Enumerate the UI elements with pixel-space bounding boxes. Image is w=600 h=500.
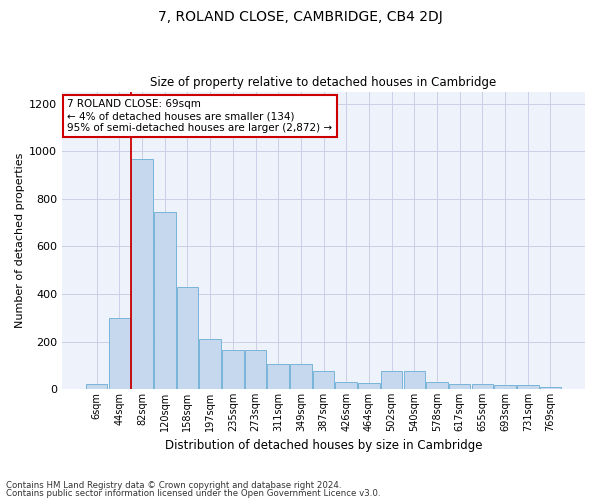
Bar — [176, 287, 198, 389]
Bar — [245, 350, 266, 389]
Text: Contains HM Land Registry data © Crown copyright and database right 2024.: Contains HM Land Registry data © Crown c… — [6, 481, 341, 490]
Bar — [404, 371, 425, 389]
Bar — [381, 371, 403, 389]
Bar — [313, 371, 334, 389]
Bar — [472, 384, 493, 389]
Bar — [86, 384, 107, 389]
Bar — [539, 386, 561, 389]
X-axis label: Distribution of detached houses by size in Cambridge: Distribution of detached houses by size … — [165, 440, 482, 452]
Bar — [426, 382, 448, 389]
Bar — [268, 364, 289, 389]
Bar — [335, 382, 357, 389]
Bar — [358, 383, 380, 389]
Bar — [517, 386, 539, 389]
Bar — [222, 350, 244, 389]
Bar — [449, 384, 470, 389]
Bar — [109, 318, 130, 389]
Bar — [154, 212, 176, 389]
Text: Contains public sector information licensed under the Open Government Licence v3: Contains public sector information licen… — [6, 488, 380, 498]
Y-axis label: Number of detached properties: Number of detached properties — [15, 153, 25, 328]
Bar — [290, 364, 311, 389]
Bar — [131, 158, 153, 389]
Text: 7 ROLAND CLOSE: 69sqm
← 4% of detached houses are smaller (134)
95% of semi-deta: 7 ROLAND CLOSE: 69sqm ← 4% of detached h… — [67, 100, 332, 132]
Title: Size of property relative to detached houses in Cambridge: Size of property relative to detached ho… — [151, 76, 497, 90]
Text: 7, ROLAND CLOSE, CAMBRIDGE, CB4 2DJ: 7, ROLAND CLOSE, CAMBRIDGE, CB4 2DJ — [158, 10, 442, 24]
Bar — [494, 386, 516, 389]
Bar — [199, 339, 221, 389]
